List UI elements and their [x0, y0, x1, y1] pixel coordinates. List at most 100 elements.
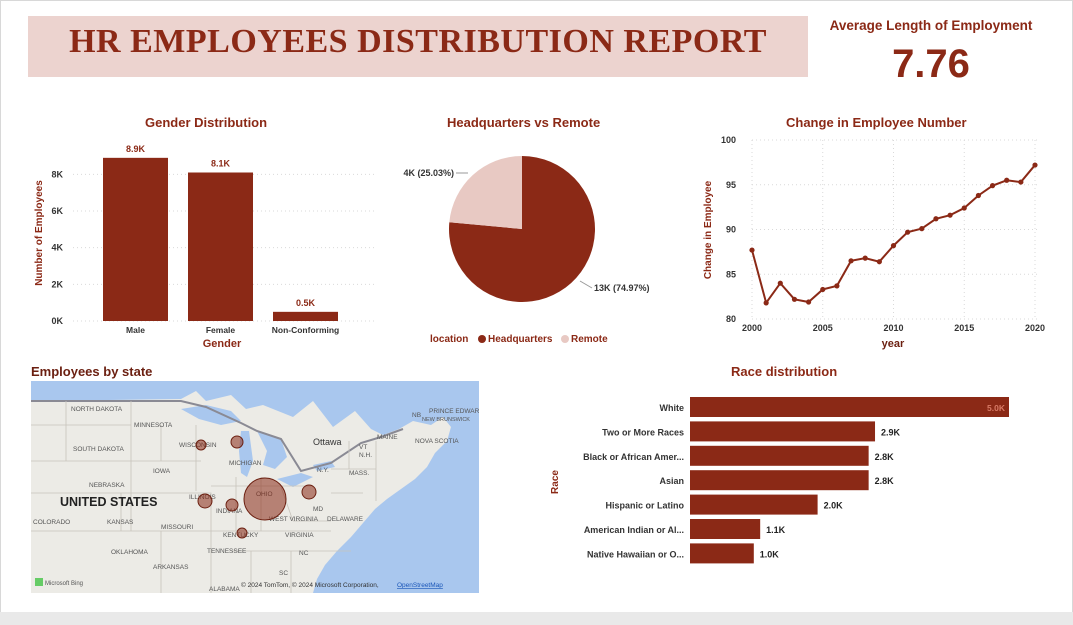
map-place-label: MICHIGAN [229, 460, 262, 467]
trend-ytick: 85 [726, 269, 736, 279]
gender-ytick: 2K [51, 279, 63, 289]
race-ylabel: Race [550, 470, 561, 494]
trend-point[interactable] [763, 300, 769, 306]
race-bar[interactable] [690, 494, 818, 515]
trend-ytick: 90 [726, 225, 736, 235]
map-place-label: Ottawa [313, 437, 342, 447]
gender-bar[interactable] [103, 157, 168, 321]
race-bar[interactable] [690, 519, 761, 539]
gender-data-label: 8.1K [211, 159, 231, 169]
gender-category-label: Non-Conforming [272, 325, 340, 335]
map-bubble[interactable] [301, 484, 317, 500]
trend-point[interactable] [890, 243, 897, 249]
race-data-label: 2.8K [875, 476, 895, 486]
state-border [171, 492, 212, 531]
gender-xlabel: Gender [203, 338, 242, 350]
trend-ylabel: Change in Employee [703, 180, 714, 279]
race-bar[interactable] [690, 445, 869, 466]
kpi-value: 7.76 [892, 42, 970, 86]
gender-bar[interactable] [188, 172, 253, 322]
trend-point[interactable] [777, 280, 783, 286]
trend-point[interactable] [876, 259, 882, 265]
trend-xtick: 2015 [954, 323, 974, 333]
map-bubble[interactable] [195, 439, 207, 451]
map-title: Employees by state [31, 364, 153, 379]
race-bar[interactable] [690, 543, 754, 564]
trend-point[interactable] [989, 183, 996, 189]
trend-point[interactable] [791, 296, 798, 302]
gender-ytick: 6K [51, 206, 63, 216]
race-bar[interactable] [690, 421, 876, 442]
location-chart: 13K (74.97%) 4K (25.03%) location Headquart… [403, 156, 650, 345]
pie-legend-item[interactable]: Headquarters [488, 334, 553, 345]
trend-point[interactable] [1018, 179, 1024, 185]
trend-xtick: 2005 [813, 323, 833, 333]
map-land [31, 391, 451, 593]
trend-point[interactable] [820, 286, 826, 293]
gender-bar[interactable] [273, 311, 338, 321]
race-data-label: 1.0K [760, 549, 780, 559]
gender-data-label: 0.5K [296, 298, 316, 308]
map-bubbles[interactable] [195, 435, 317, 539]
map-bubble[interactable] [225, 498, 239, 512]
map-place-label: IOWA [153, 468, 171, 475]
bing-logo-icon [35, 578, 43, 586]
trend-xtick: 2010 [883, 323, 903, 333]
map-place-label: N.H. [359, 452, 372, 459]
trend-point[interactable] [848, 258, 854, 264]
map-place-label: WEST VIRGINIA [269, 516, 319, 523]
trend-point[interactable] [919, 226, 925, 232]
gender-ylabel: Number of Employees [34, 180, 45, 286]
map-place-label: NC [299, 550, 309, 557]
map-bubble[interactable] [236, 527, 248, 539]
trend-point[interactable] [862, 255, 868, 261]
pie-legend-item[interactable]: Remote [571, 334, 608, 345]
gender-category-label: Male [126, 325, 145, 335]
race-category-label: Two or More Races [602, 427, 684, 437]
gender-chart-title: Gender Distribution [145, 115, 268, 130]
trend-point[interactable] [749, 247, 755, 253]
map-attribution-link[interactable]: OpenStreetMap [397, 582, 443, 589]
pie-slice-remote[interactable] [449, 156, 522, 229]
trend-point[interactable] [1032, 162, 1038, 168]
map-place-label: NORTH DAKOTA [71, 406, 123, 413]
trend-point[interactable] [947, 212, 953, 218]
kpi-label: Average Length of Employment [829, 18, 1033, 33]
trend-xlabel: year [882, 338, 905, 350]
trend-point[interactable] [806, 299, 812, 305]
map-place-label: MASS. [349, 470, 369, 477]
trend-chart: 80 85 90 95 100 2000 2005 2010 2015 2020 year Chang… [703, 135, 1045, 350]
gender-category-label: Female [206, 325, 236, 335]
map-place-label: ALABAMA [209, 586, 240, 593]
map-bubble[interactable] [230, 435, 244, 449]
race-data-label: 2.0K [824, 501, 844, 511]
map-bubble[interactable] [243, 477, 287, 521]
trend-ytick: 95 [726, 180, 736, 190]
lake-huron [257, 431, 287, 469]
trend-point[interactable] [933, 216, 939, 222]
race-bar[interactable] [690, 470, 869, 491]
pie-legend-marker [561, 335, 569, 343]
lake-superior [181, 405, 241, 425]
trend-point[interactable] [1004, 177, 1010, 183]
gender-data-label: 8.9K [126, 144, 146, 154]
trend-xtick: 2000 [742, 323, 762, 333]
map-place-label: NOVA SCOTIA [415, 438, 459, 445]
map-place-label: PRINCE EDWARD ISLAND [429, 408, 479, 415]
report-title: HR EMPLOYEES DISTRIBUTION REPORT [69, 23, 767, 60]
race-chart-title: Race distribution [731, 364, 838, 379]
race-bar[interactable] [690, 397, 1009, 417]
pie-data-label: 4K (25.03%) [403, 168, 454, 178]
map-place-label: DELAWARE [327, 516, 364, 523]
race-category-label: White [660, 403, 685, 413]
map-place-label: VT [359, 444, 367, 451]
trend-point[interactable] [975, 192, 981, 199]
trend-point[interactable] [905, 229, 911, 235]
map-bubble[interactable] [197, 493, 213, 509]
map-place-label: KANSAS [107, 519, 134, 526]
trend-point[interactable] [961, 205, 967, 211]
trend-point[interactable] [834, 283, 840, 289]
